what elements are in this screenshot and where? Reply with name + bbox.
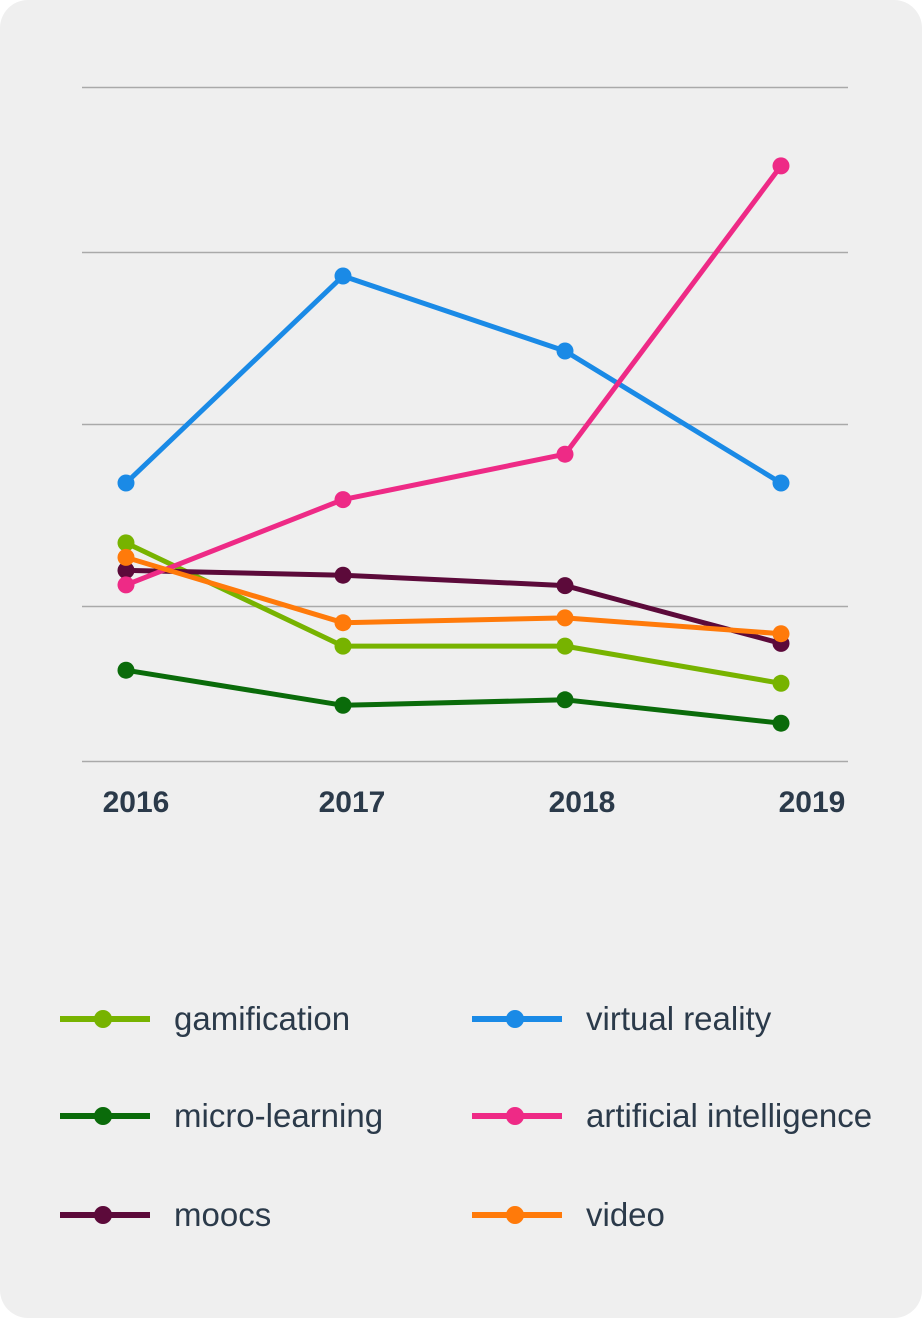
data-point — [556, 342, 574, 360]
data-point — [117, 576, 135, 594]
data-point — [334, 491, 352, 509]
series-line — [123, 273, 784, 486]
series-line — [123, 163, 784, 588]
series-line — [123, 667, 784, 726]
x-tick-label: 2018 — [549, 786, 616, 819]
data-point — [556, 637, 574, 655]
x-axis-tick-labels: 2016 2017 2018 2019 — [103, 786, 846, 819]
data-point — [334, 637, 352, 655]
series-points — [117, 157, 790, 732]
data-point — [556, 609, 574, 627]
data-point — [117, 534, 135, 552]
data-point — [556, 445, 574, 463]
x-tick-label: 2016 — [103, 786, 170, 819]
data-point — [772, 157, 790, 175]
series-lines — [123, 163, 784, 726]
data-point — [556, 691, 574, 709]
series-line — [123, 540, 784, 686]
data-point — [334, 566, 352, 584]
data-point — [772, 714, 790, 732]
data-point — [772, 474, 790, 492]
data-point — [334, 267, 352, 285]
data-point — [117, 661, 135, 679]
data-point — [772, 674, 790, 692]
series-line — [123, 554, 784, 637]
x-tick-label: 2019 — [779, 786, 846, 819]
x-tick-label: 2017 — [319, 786, 386, 819]
series-line — [123, 567, 784, 646]
data-point — [334, 614, 352, 632]
data-point — [117, 548, 135, 566]
data-point — [117, 561, 135, 579]
data-point — [117, 474, 135, 492]
data-point — [772, 625, 790, 643]
data-point — [334, 696, 352, 714]
grid-lines — [82, 86, 848, 763]
data-point — [556, 577, 574, 595]
